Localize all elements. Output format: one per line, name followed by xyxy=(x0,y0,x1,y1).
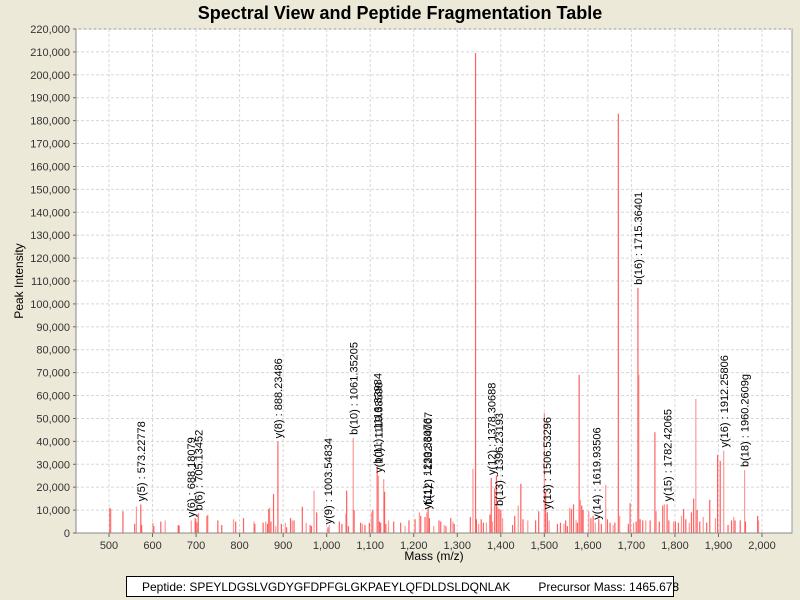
y-axis-label: Peak Intensity xyxy=(12,243,26,318)
x-tick-label: 1,300 xyxy=(444,540,472,552)
y-tick-label: 0 xyxy=(64,528,70,540)
y-tick-label: 180,000 xyxy=(30,116,70,128)
y-tick-label: 20,000 xyxy=(36,482,70,494)
peak-annotation: b(11) : 1116.33984 xyxy=(372,373,384,464)
y-tick-label: 30,000 xyxy=(36,459,70,471)
peak-annotation: b(16) : 1715.36401 xyxy=(633,192,645,285)
precursor-mass-label: Precursor Mass: 1465.678 xyxy=(538,579,680,594)
y-axis: 0 10,000 20,000 30,000 40,000 50,000 60,000 70,… xyxy=(30,24,77,540)
y-tick-label: 190,000 xyxy=(30,93,70,105)
peak-annotation: y(8) : 888.23486 xyxy=(273,358,285,438)
peak-annotation: b(12) : 1232.64007 xyxy=(423,412,435,505)
x-axis-label: Mass (m/z) xyxy=(404,549,463,563)
chart-title: Spectral View and Peptide Fragmentation … xyxy=(197,3,603,23)
y-tick-label: 80,000 xyxy=(36,345,70,357)
peptide-info-box: Peptide: SPEYLDGSLVGDYGFDPFGLGKPAEYLQFDL… xyxy=(126,576,679,597)
x-tick-label: 1,700 xyxy=(618,540,646,552)
peak-annotation: y(9) : 1003.54834 xyxy=(323,438,335,524)
peak-annotation: y(6) : 688.18079 xyxy=(186,437,198,517)
x-tick-label: 1,000 xyxy=(313,540,341,552)
x-tick-label: 1,900 xyxy=(705,540,733,552)
peak-annotation: y(12) : 1378.30688 xyxy=(486,383,498,475)
y-tick-label: 60,000 xyxy=(36,391,70,403)
y-tick-label: 210,000 xyxy=(30,47,70,59)
x-tick-label: 800 xyxy=(230,540,248,552)
x-tick-label: 500 xyxy=(100,540,118,552)
peak-annotation: y(14) : 1619.93506 xyxy=(592,427,604,519)
x-tick-label: 600 xyxy=(143,540,161,552)
peak-annotation: y(11) : 1230.33076 xyxy=(422,418,434,510)
y-tick-label: 120,000 xyxy=(30,253,70,265)
y-tick-label: 50,000 xyxy=(36,413,70,425)
x-axis: 500 600 700 800 900 1,000 1,100 1,200 1,300 1,400… xyxy=(76,532,792,552)
x-tick-label: 1,400 xyxy=(487,540,515,552)
peak-annotation: b(18) : 1960.2609g xyxy=(740,374,752,467)
y-tick-label: 170,000 xyxy=(30,139,70,151)
y-tick-label: 160,000 xyxy=(30,161,70,173)
y-tick-label: 70,000 xyxy=(36,368,70,380)
y-tick-label: 10,000 xyxy=(36,505,70,517)
peak-annotation: b(13) : 1396.23193 xyxy=(494,413,506,506)
x-tick-label: 1,800 xyxy=(661,540,689,552)
x-tick-label: 2,000 xyxy=(748,540,776,552)
peak-annotation: y(15) : 1782.42065 xyxy=(662,409,674,501)
peak-annotation: y(10) : 1119.38590 xyxy=(374,382,386,473)
peak-annotation: y(5) : 573.22778 xyxy=(136,421,148,501)
peak-annotation: b(10) : 1061.35205 xyxy=(348,342,360,435)
peak-series xyxy=(109,53,760,533)
grid xyxy=(76,28,792,533)
y-tick-label: 220,000 xyxy=(30,24,70,36)
peak-annotation: b(6) : 705.13452 xyxy=(193,430,205,511)
y-tick-label: 90,000 xyxy=(36,322,70,334)
peak-annotation: y(16) : 1912.25806 xyxy=(719,355,731,447)
y-tick-label: 140,000 xyxy=(30,207,70,219)
x-tick-label: 1,500 xyxy=(531,540,559,552)
x-tick-label: 1,100 xyxy=(356,540,384,552)
x-tick-label: 1,200 xyxy=(400,540,428,552)
x-tick-label: 900 xyxy=(274,540,292,552)
y-tick-label: 150,000 xyxy=(30,184,70,196)
y-tick-label: 200,000 xyxy=(30,70,70,82)
y-tick-label: 110,000 xyxy=(31,276,70,288)
x-tick-label: 1,600 xyxy=(574,540,602,552)
x-tick-label: 700 xyxy=(187,540,205,552)
peptide-label: Peptide: SPEYLDGSLVGDYGFDPFGLGKPAEYLQFDL… xyxy=(142,579,511,594)
y-tick-label: 40,000 xyxy=(36,436,70,448)
y-tick-label: 130,000 xyxy=(30,230,70,242)
y-tick-label: 100,000 xyxy=(30,299,70,311)
peak-annotation: y(13) : 1506.53296 xyxy=(542,417,554,509)
